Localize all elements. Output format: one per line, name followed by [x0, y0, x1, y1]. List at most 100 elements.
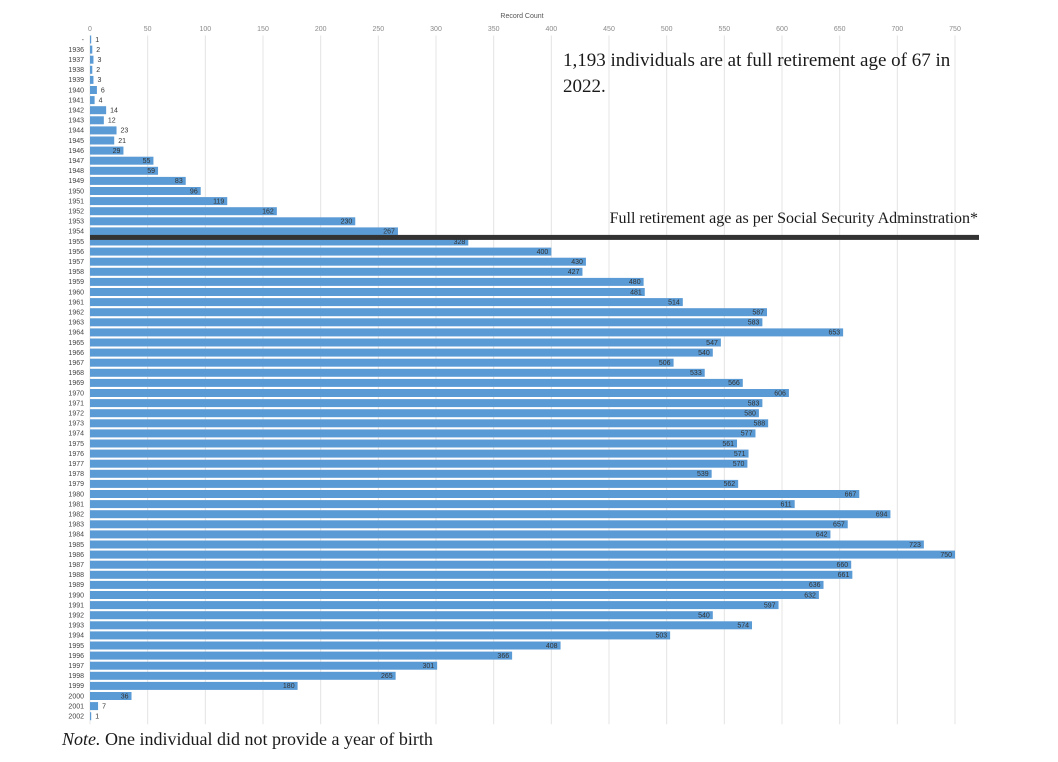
x-tick-label: 0	[88, 26, 92, 33]
y-axis-labels: - 1936 1937 1938 1939 1940 1941 1942 1943 1944 194…	[68, 37, 84, 721]
category-label: 1990	[68, 592, 84, 599]
category-label: 1978	[68, 471, 84, 478]
category-label: 1946	[68, 148, 84, 155]
data-label: 636	[809, 582, 821, 589]
data-label: 583	[748, 320, 760, 327]
data-label: 301	[422, 663, 434, 670]
category-label: 1996	[68, 653, 84, 660]
bar	[90, 136, 115, 145]
category-label: 1980	[68, 491, 84, 498]
data-label: 588	[753, 421, 765, 428]
bar	[90, 277, 644, 286]
category-label: 1936	[68, 47, 84, 54]
category-label: 1956	[68, 249, 84, 256]
bar	[90, 510, 891, 519]
data-label: 23	[121, 128, 129, 135]
data-label: 21	[118, 138, 126, 145]
category-label: 1974	[68, 431, 84, 438]
data-label: 4	[99, 97, 103, 104]
bar	[90, 368, 705, 377]
note-text: One individual did not provide a year of…	[100, 729, 433, 749]
data-label: 750	[940, 552, 952, 559]
bar	[90, 65, 93, 74]
bar	[90, 591, 819, 599]
bar	[90, 530, 831, 539]
category-label: 1982	[68, 512, 84, 519]
bar	[90, 358, 674, 367]
data-label: 562	[723, 481, 735, 488]
bar	[90, 469, 712, 478]
category-label: 1944	[68, 128, 84, 135]
data-label: 611	[781, 501, 792, 508]
data-label: 83	[175, 178, 183, 185]
bar	[90, 631, 671, 640]
bar	[90, 681, 298, 690]
bar	[90, 86, 97, 94]
category-label: 1999	[68, 683, 84, 690]
bar	[90, 490, 860, 498]
bar	[90, 419, 769, 428]
category-label: 1947	[68, 158, 84, 165]
data-label: 723	[909, 542, 921, 549]
data-label: 587	[752, 310, 764, 317]
data-label: 653	[828, 330, 840, 337]
data-label: 583	[748, 400, 760, 407]
data-label: 547	[706, 340, 718, 347]
category-label: 1970	[68, 390, 84, 397]
bar	[90, 166, 159, 175]
bar	[90, 712, 92, 721]
category-label: 1960	[68, 289, 84, 296]
footnote: Note. One individual did not provide a y…	[62, 729, 433, 750]
data-label: 540	[698, 613, 710, 620]
data-label: 408	[546, 643, 558, 650]
bar	[90, 217, 356, 226]
data-label: 539	[697, 471, 709, 478]
x-tick-label: 750	[949, 26, 961, 33]
data-label: 59	[147, 168, 155, 175]
data-label: 366	[497, 653, 509, 660]
data-label: 571	[734, 451, 746, 458]
category-label: 1986	[68, 552, 84, 559]
bar	[90, 378, 743, 387]
data-label: 574	[737, 623, 749, 630]
data-label: 6	[101, 87, 105, 94]
data-label: 694	[876, 512, 888, 519]
data-label: 3	[97, 77, 101, 84]
category-label: 1975	[68, 441, 84, 448]
data-label: 265	[381, 673, 393, 680]
bar	[90, 237, 469, 246]
data-label: 506	[659, 360, 671, 367]
category-label: 1977	[68, 461, 84, 468]
data-label: 29	[113, 148, 121, 155]
retirement-count-callout: 1,193 individuals are at full retirement…	[563, 50, 951, 97]
data-labels: 1232364141223212955598396119162230267328…	[95, 37, 952, 721]
bar	[90, 156, 154, 165]
bar	[90, 176, 186, 185]
data-label: 400	[537, 249, 549, 256]
x-tick-label: 150	[257, 26, 269, 33]
x-axis-title: Record Count	[500, 13, 543, 20]
data-label: 1	[95, 714, 99, 721]
x-tick-label: 450	[603, 26, 615, 33]
bar	[90, 621, 753, 630]
bar	[90, 671, 396, 680]
category-label: 1966	[68, 350, 84, 357]
category-label: 1988	[68, 572, 84, 579]
data-label: 12	[108, 118, 116, 125]
data-label: 503	[655, 633, 667, 640]
bar	[90, 439, 738, 448]
x-tick-label: 50	[144, 26, 152, 33]
data-label: 667	[845, 491, 857, 498]
category-label: 1995	[68, 643, 84, 650]
category-label: 1964	[68, 330, 84, 337]
data-label: 119	[213, 198, 224, 205]
category-label: 1968	[68, 370, 84, 377]
data-label: 566	[728, 380, 740, 387]
data-label: 2	[96, 67, 100, 74]
bar	[90, 126, 117, 135]
x-tick-label: 250	[372, 26, 384, 33]
category-label: 1983	[68, 522, 84, 529]
category-label: 1972	[68, 411, 84, 418]
data-label: 642	[816, 532, 828, 539]
category-label: 1937	[68, 57, 84, 64]
